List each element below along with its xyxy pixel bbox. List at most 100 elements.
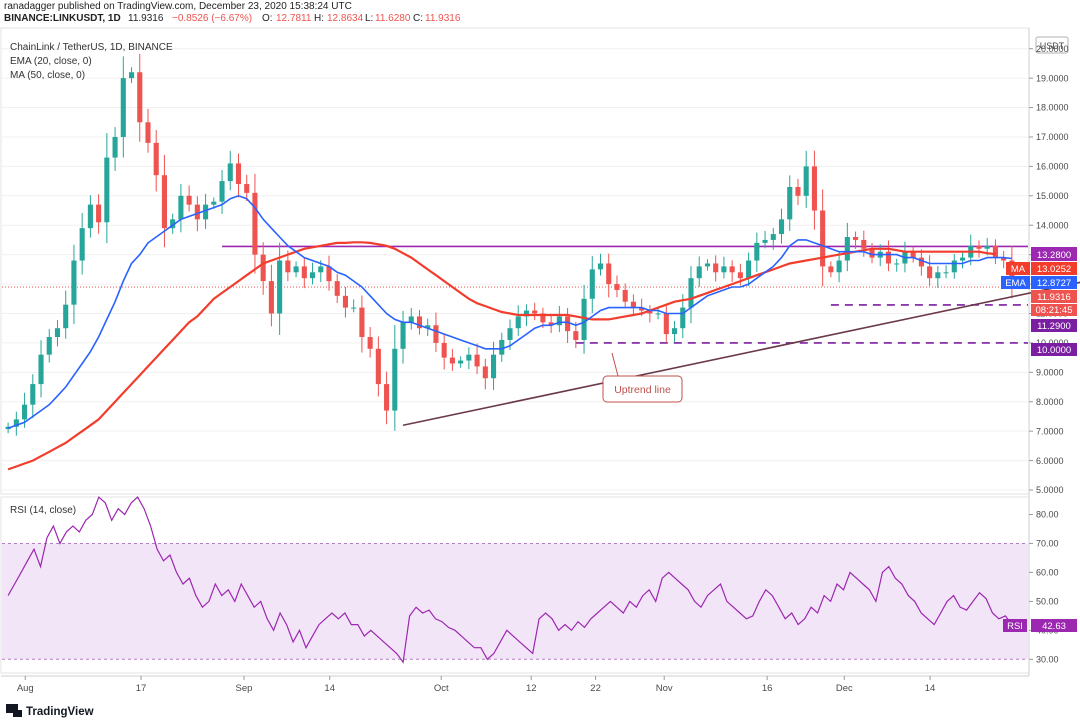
price-tick-label: 18.0000 [1036,103,1069,113]
candle-body [104,157,110,223]
candle-body [120,78,126,137]
candle-body [647,310,653,314]
ma50-line [7,241,996,471]
candle-body [326,266,332,282]
candle-body [523,310,530,317]
candle-body [573,331,579,340]
candle-body [441,342,447,358]
price-tag [1031,290,1077,303]
candle-body [565,316,571,332]
annotation-pointer [611,352,619,377]
candle-body [663,313,669,335]
candle-body [853,236,859,240]
candle-body [992,245,998,258]
support1-tag-value: 11.2900 [1037,321,1071,332]
candle-body [680,307,686,329]
candle-body [490,354,497,379]
countdown-value: 08:21:45 [1036,305,1073,316]
annotation-box[interactable] [602,375,683,403]
ema-tag-name [1001,276,1030,289]
candle-body [811,166,817,211]
candle-body [277,260,283,314]
candle-body [153,142,159,176]
candle-body [507,328,513,340]
candle-body [13,419,19,427]
support1-tag [1031,319,1077,332]
candle-body [976,245,982,249]
candle-body [268,281,274,314]
price-tick-label: 7.0000 [1036,426,1064,436]
rsi-tag [1031,619,1077,632]
close-label: C: [413,13,423,24]
candle-body [844,236,850,261]
resistance-tag [1031,247,1077,261]
candle-body [227,163,233,182]
time-tick-label: 16 [762,683,773,694]
last-price: 11.9316 [128,13,164,24]
candle-body [597,263,604,270]
candle-body [203,204,209,220]
candle-body [984,245,990,249]
ma-tag-value: 13.0252 [1037,264,1071,275]
candle-body [178,195,184,220]
candle-body [260,254,266,282]
candle-body [301,266,307,279]
price-change: −0.8526 (−6.67%) [172,13,252,24]
candle-body [96,204,102,223]
candle-body [309,272,316,279]
candle-body [186,195,192,205]
price-tick-label: 15.0000 [1036,191,1069,201]
price-tick-label: 6.0000 [1036,456,1064,466]
price-tick-label: 17.0000 [1036,132,1069,142]
candle-body [342,295,348,308]
low-value: 11.6280 [375,13,411,24]
candle-body [375,348,381,385]
candle-body [63,304,69,329]
candle-body [713,263,719,273]
candle-body [145,122,151,143]
candle-body [194,204,200,220]
candle-body [1001,257,1007,261]
rsi-tick-label: 60.00 [1036,568,1059,578]
candle-body [746,260,752,279]
ema20-line [7,194,1012,429]
annotation-label: Uptrend line [614,384,671,396]
time-tick-label: 14 [324,683,335,694]
candle-body [548,322,554,326]
time-tick-label: 22 [590,683,601,694]
symbol-label: BINANCE:LINKUSDT, 1D [4,13,121,24]
rsi-tick-label: 30.00 [1036,655,1059,665]
ema-tag [1031,276,1077,289]
candle-body [589,269,595,299]
rsi-tag-value: 42.63 [1042,621,1066,632]
candle-body [943,272,949,274]
countdown-tag [1031,304,1077,316]
candle-body [672,328,678,335]
time-tick-label: Oct [434,683,449,694]
candle-body [54,328,61,338]
tradingview-logo-icon[interactable] [6,704,22,717]
chart-title: ChainLink / TetherUS, 1D, BINANCE [10,42,173,53]
candle-body [458,360,464,364]
candle-body [515,316,521,329]
rsi-tag-name [1003,619,1027,632]
candle-body [87,204,93,229]
candle-body [704,263,711,267]
ema-tag-value: 12.8727 [1037,278,1071,289]
candle-body [466,354,472,361]
candle-body [754,242,760,261]
ma-tag-label: MA [1011,264,1026,275]
candle-body [959,257,966,261]
candle-body [927,266,933,279]
candle-body [532,310,538,314]
candle-body [433,325,439,343]
uptrend-line [402,281,1080,427]
candle-body [869,248,875,258]
candle-body [795,186,801,196]
time-tick-label: 17 [136,683,147,694]
currency-button[interactable] [1035,36,1069,54]
footer-brand[interactable]: TradingView [26,706,94,718]
support2-tag-value: 10.0000 [1037,345,1071,356]
candle-body [416,316,423,329]
time-tick-label: Nov [656,683,673,694]
